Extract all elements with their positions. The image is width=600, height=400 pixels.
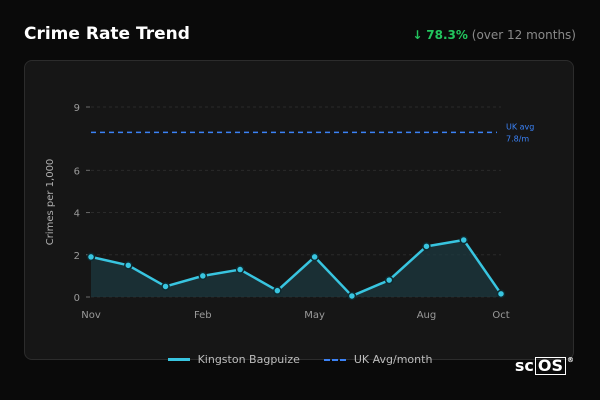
- legend-item-reference[interactable]: UK Avg/month: [323, 353, 433, 366]
- data-point[interactable]: [273, 286, 282, 295]
- series-area: [91, 240, 501, 297]
- series-line: [90, 238, 503, 298]
- logo-registered-mark: ®: [567, 356, 574, 364]
- data-point[interactable]: [422, 242, 431, 251]
- scos-logo: sc OS ®: [515, 356, 574, 375]
- logo-prefix: sc: [514, 356, 534, 375]
- x-tick-label: May: [304, 310, 325, 321]
- data-point[interactable]: [161, 282, 170, 291]
- logo-box: OS: [534, 356, 566, 375]
- legend-swatch-solid: [167, 358, 190, 361]
- reference-label-title: UK avg: [506, 122, 534, 131]
- data-point[interactable]: [496, 289, 506, 299]
- x-tick-label: Feb: [194, 310, 212, 321]
- chart-title: Crime Rate Trend: [24, 24, 190, 44]
- y-tick-label: 4: [74, 209, 80, 220]
- reference-label-value: 7.8/m: [506, 134, 529, 143]
- chart-panel: [24, 60, 574, 360]
- data-point[interactable]: [124, 261, 133, 270]
- legend-label-reference: UK Avg/month: [353, 353, 433, 366]
- change-percentage: 78.3%: [426, 28, 468, 42]
- legend-swatch-dashed: [323, 358, 346, 361]
- data-point[interactable]: [459, 235, 468, 245]
- data-point[interactable]: [86, 252, 96, 262]
- x-tick-label: Oct: [492, 310, 509, 321]
- data-point[interactable]: [235, 265, 245, 274]
- change-summary: ↓ 78.3% (over 12 months): [412, 28, 576, 42]
- down-arrow-icon: ↓: [412, 28, 423, 42]
- y-tick-label: 6: [74, 166, 80, 177]
- y-tick-label: 9: [74, 103, 80, 114]
- y-axis-label: Crimes per 1,000: [45, 159, 56, 246]
- x-tick-label: Aug: [417, 310, 437, 321]
- y-tick-label: 0: [74, 293, 80, 304]
- change-period-note: (over 12 months): [471, 28, 576, 42]
- data-point[interactable]: [347, 291, 357, 301]
- legend-label-series: Kingston Bagpuize: [197, 353, 300, 366]
- data-point[interactable]: [310, 252, 319, 262]
- chart-legend: Kingston Bagpuize UK Avg/month: [0, 353, 600, 366]
- x-tick-label: Nov: [81, 310, 101, 321]
- data-point[interactable]: [198, 271, 208, 281]
- y-tick-label: 2: [74, 251, 80, 262]
- data-point[interactable]: [384, 275, 394, 285]
- legend-item-series[interactable]: Kingston Bagpuize: [167, 353, 300, 366]
